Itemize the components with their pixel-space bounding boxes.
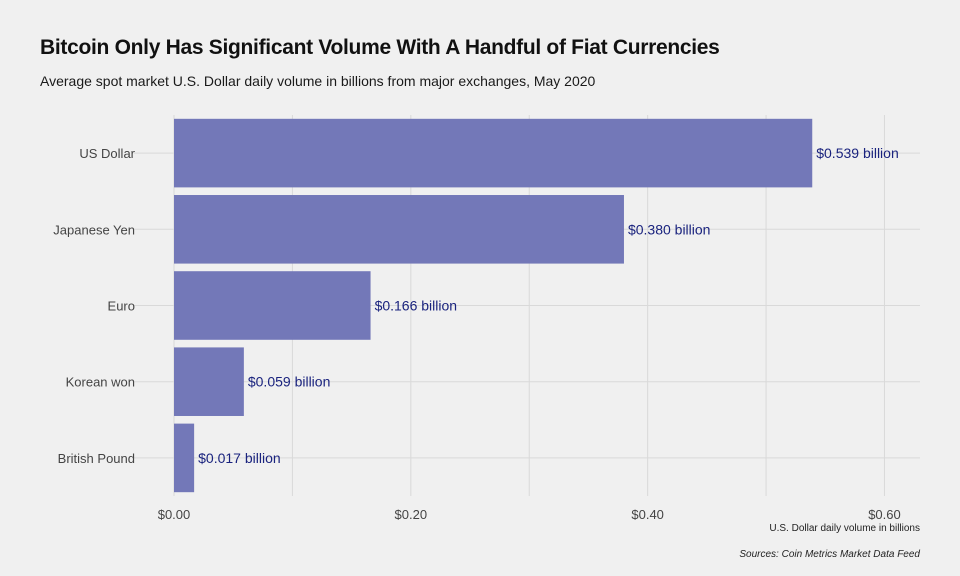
category-label: Japanese Yen [53,222,135,237]
data-label: $0.380 billion [628,221,711,237]
category-label: Euro [108,299,135,314]
bar [174,118,813,188]
x-tick-label: $0.00 [158,507,191,522]
bar [174,347,244,416]
x-tick-label: $0.60 [868,507,901,522]
bar [174,195,624,264]
x-axis-label: U.S. Dollar daily volume in billions [769,523,920,534]
category-label: Korean won [66,375,135,390]
category-label: US Dollar [79,146,135,161]
chart-title: Bitcoin Only Has Significant Volume With… [40,36,720,59]
x-tick-label: $0.20 [395,507,428,522]
data-label: $0.166 billion [375,298,458,314]
data-label: $0.539 billion [816,145,899,161]
bar [174,271,371,340]
chart-subtitle: Average spot market U.S. Dollar daily vo… [40,73,596,89]
data-label: $0.059 billion [248,374,331,390]
bar [174,423,195,493]
chart-caption: Sources: Coin Metrics Market Data Feed [739,549,920,560]
category-label: British Pound [58,451,135,466]
x-tick-label: $0.40 [631,507,664,522]
data-label: $0.017 billion [198,450,281,466]
